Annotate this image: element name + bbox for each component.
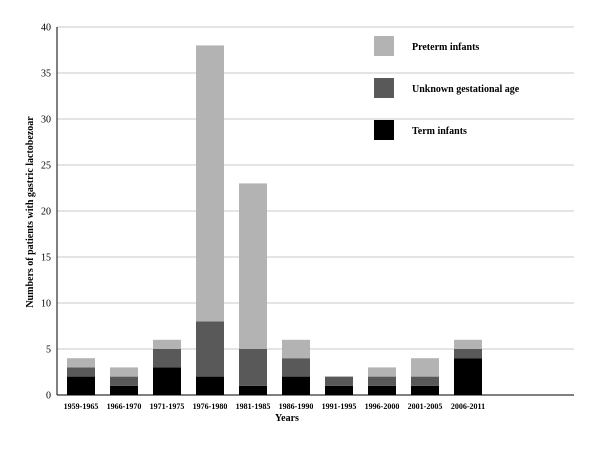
legend-label: Term infants (412, 126, 467, 137)
y-tick-label: 10 (41, 299, 51, 310)
bars (67, 45, 482, 395)
bar-segment-unknown-gestational-age (110, 376, 138, 386)
bar-segment-preterm-infants (411, 358, 439, 377)
bar-segment-preterm-infants (110, 367, 138, 377)
bar-segment-term-infants (411, 385, 439, 395)
bar-segment-term-infants (153, 367, 181, 395)
y-tick-labels: 0 5 10 15 20 25 30 35 40 (41, 23, 51, 402)
y-tick-label: 20 (41, 207, 51, 218)
bar-segment-unknown-gestational-age (196, 321, 224, 377)
bar-segment-term-infants (110, 385, 138, 395)
bar-segment-unknown-gestational-age (153, 349, 181, 368)
bar-segment-unknown-gestational-age (454, 349, 482, 359)
y-tick-label: 35 (41, 69, 51, 80)
y-tick-label: 5 (46, 345, 51, 356)
bar-segment-unknown-gestational-age (282, 358, 310, 377)
bar-segment-unknown-gestational-age (325, 376, 353, 386)
y-tick-label: 40 (41, 23, 51, 34)
bar-segment-preterm-infants (239, 183, 267, 349)
y-tick-label: 25 (41, 161, 51, 172)
bar-segment-preterm-infants (196, 45, 224, 322)
x-tick-label: 1981-1985 (236, 402, 271, 411)
bar-segment-term-infants (325, 385, 353, 395)
bar-segment-term-infants (239, 385, 267, 395)
bar-segment-unknown-gestational-age (239, 349, 267, 386)
y-axis-title: Numbers of patients with gastric lactobe… (25, 116, 36, 308)
x-tick-label: 2006-2011 (451, 402, 485, 411)
bar-segment-unknown-gestational-age (411, 376, 439, 386)
x-tick-labels: 1959-1965 1966-1970 1971-1975 1976-1980 1981… (64, 402, 485, 411)
bar-segment-term-infants (67, 376, 95, 395)
gridlines (57, 26, 574, 350)
bar-segment-term-infants (196, 376, 224, 395)
bar-segment-preterm-infants (282, 339, 310, 359)
x-tick-label: 1976-1980 (193, 402, 228, 411)
y-tick-label: 0 (46, 391, 51, 402)
x-tick-label: 1966-1970 (107, 402, 142, 411)
legend-label: Preterm infants (412, 42, 479, 53)
x-tick-label: 1959-1965 (64, 402, 99, 411)
bar-segment-preterm-infants (67, 358, 95, 368)
bar-segment-preterm-infants (368, 367, 396, 377)
x-tick-label: 2001-2005 (408, 402, 443, 411)
x-tick-label: 1986-1990 (279, 402, 314, 411)
y-tick-label: 30 (41, 115, 51, 126)
x-tick-label: 1991-1995 (322, 402, 357, 411)
axes (56, 27, 574, 396)
y-tick-label: 15 (41, 253, 51, 264)
bar-segment-term-infants (282, 376, 310, 395)
legend-label: Unknown gestational age (412, 84, 520, 95)
bar-segment-term-infants (368, 385, 396, 395)
bar-segment-preterm-infants (454, 339, 482, 349)
legend-swatch (374, 78, 394, 98)
bar-segment-term-infants (454, 358, 482, 395)
x-axis-title: Years (275, 413, 299, 424)
bar-segment-preterm-infants (153, 339, 181, 349)
x-tick-label: 1971-1975 (150, 402, 185, 411)
x-tick-label: 1996-2000 (365, 402, 400, 411)
bar-segment-unknown-gestational-age (368, 376, 396, 386)
legend-swatch (374, 36, 394, 56)
legend-swatch (374, 120, 394, 140)
bar-segment-unknown-gestational-age (67, 367, 95, 377)
legend: Preterm infants Unknown gestational age Te… (374, 36, 520, 140)
